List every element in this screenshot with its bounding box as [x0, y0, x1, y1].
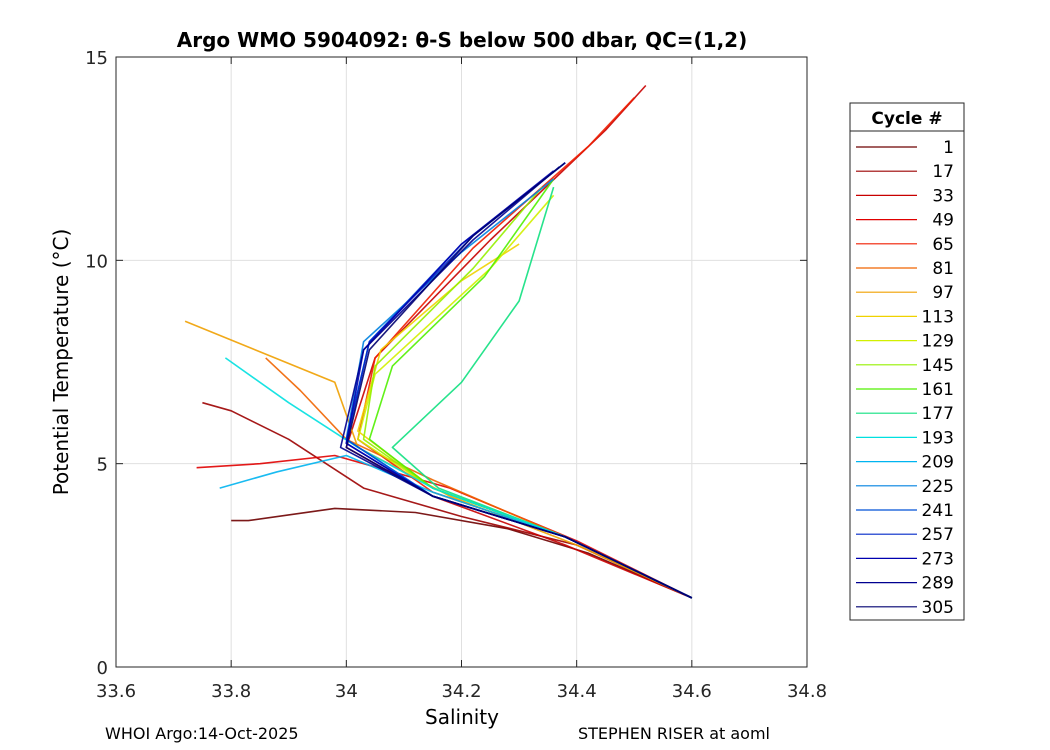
plot-area: 33.6 33.8 34 34.2 34.4 34.6 34.8 0 5 10 15 — [85, 48, 827, 702]
legend-label-49: 49 — [932, 211, 954, 231]
footer-credit-right: STEPHEN RISER at aoml — [578, 724, 770, 743]
legend-label-241: 241 — [922, 501, 954, 521]
x-axis-label: Salinity — [425, 705, 499, 729]
legend-label-273: 273 — [922, 549, 954, 569]
legend-label-97: 97 — [932, 283, 954, 303]
x-tick-label: 34.4 — [557, 681, 597, 702]
legend-label-33: 33 — [932, 186, 954, 206]
legend-label-289: 289 — [922, 574, 954, 594]
legend-label-1: 1 — [943, 138, 954, 158]
legend-label-209: 209 — [922, 453, 954, 473]
legend-title: Cycle # — [871, 109, 942, 129]
y-tick-label: 0 — [97, 658, 108, 679]
legend-label-145: 145 — [922, 356, 954, 376]
x-tick-label: 34.8 — [787, 681, 827, 702]
series-line-305 — [345, 162, 693, 599]
y-tick-label: 10 — [85, 251, 108, 272]
legend-label-177: 177 — [922, 404, 954, 424]
legend-label-81: 81 — [932, 259, 954, 279]
legend-label-257: 257 — [922, 525, 954, 545]
series-line-1 — [231, 507, 693, 599]
legend-label-193: 193 — [922, 428, 954, 448]
legend-label-225: 225 — [922, 477, 954, 497]
legend-label-65: 65 — [932, 235, 954, 255]
footer-credit-left: WHOI Argo:14-Oct-2025 — [105, 724, 299, 743]
legend-label-113: 113 — [922, 307, 954, 327]
x-tick-label: 33.6 — [96, 681, 136, 702]
legend-label-17: 17 — [932, 162, 954, 182]
x-tick-label: 34.2 — [441, 681, 481, 702]
legend-label-305: 305 — [922, 598, 954, 618]
y-tick-label: 15 — [85, 48, 108, 69]
y-tick-label: 5 — [97, 455, 108, 476]
chart-title: Argo WMO 5904092: θ-S below 500 dbar, QC… — [177, 28, 747, 52]
x-tick-label: 34 — [335, 681, 358, 702]
legend-label-129: 129 — [922, 332, 954, 352]
legend-label-161: 161 — [922, 380, 954, 400]
legend: Cycle #1 17 33 49 65 81 97 113 129 145 161 177 193 20… — [849, 102, 965, 621]
x-tick-label: 33.8 — [211, 681, 251, 702]
y-axis-label: Potential Temperature (°C) — [49, 229, 73, 496]
x-tick-label: 34.6 — [672, 681, 712, 702]
